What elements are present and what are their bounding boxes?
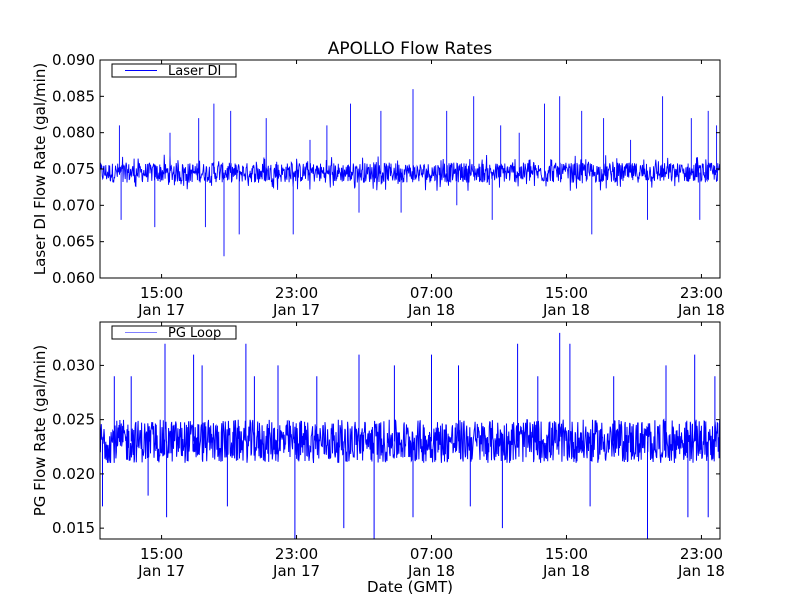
x-tick-date: Jan 18 bbox=[677, 301, 725, 319]
x-tick-date: Jan 17 bbox=[137, 562, 185, 580]
y-tick-label: 0.075 bbox=[52, 160, 95, 178]
y-tick-label: 0.025 bbox=[52, 411, 95, 429]
y-tick-label: 0.080 bbox=[52, 124, 95, 142]
legend-label: Laser DI bbox=[168, 64, 221, 79]
y-tick-label: 0.060 bbox=[52, 269, 95, 287]
chart-title: APOLLO Flow Rates bbox=[328, 39, 493, 59]
x-tick-time: 15:00 bbox=[140, 284, 183, 302]
legend-box bbox=[111, 325, 237, 340]
x-tick-time: 23:00 bbox=[275, 545, 318, 563]
legend-box bbox=[111, 63, 237, 78]
x-tick-date: Jan 18 bbox=[677, 562, 725, 580]
y-tick-label: 0.085 bbox=[52, 87, 95, 105]
y-tick-label: 0.065 bbox=[52, 233, 95, 251]
x-tick-date: Jan 17 bbox=[272, 301, 320, 319]
y-axis-label: Laser DI Flow Rate (gal/min) bbox=[31, 63, 49, 275]
x-tick-date: Jan 18 bbox=[542, 301, 590, 319]
x-tick-time: 07:00 bbox=[410, 545, 453, 563]
y-tick-label: 0.070 bbox=[52, 196, 95, 214]
subplot-1: 0.0600.0650.0700.0750.0800.0850.090Laser… bbox=[31, 51, 725, 319]
x-tick-date: Jan 18 bbox=[407, 562, 455, 580]
x-tick-date: Jan 17 bbox=[272, 562, 320, 580]
x-tick-time: 07:00 bbox=[410, 284, 453, 302]
x-tick-time: 23:00 bbox=[680, 284, 723, 302]
y-axis-label: PG Flow Rate (gal/min) bbox=[31, 345, 49, 517]
axes-frame bbox=[99, 321, 721, 540]
x-tick-time: 23:00 bbox=[275, 284, 318, 302]
x-tick-date: Jan 18 bbox=[542, 562, 590, 580]
x-tick-time: 15:00 bbox=[140, 545, 183, 563]
x-tick-time: 15:00 bbox=[545, 545, 588, 563]
x-tick-date: Jan 18 bbox=[407, 301, 455, 319]
x-tick-date: Jan 17 bbox=[137, 301, 185, 319]
y-tick-label: 0.030 bbox=[52, 356, 95, 374]
y-tick-label: 0.090 bbox=[52, 51, 95, 69]
legend-label: PG Loop bbox=[168, 326, 221, 341]
y-tick-label: 0.015 bbox=[52, 519, 95, 537]
legend: PG Loop bbox=[111, 325, 237, 341]
x-tick-time: 15:00 bbox=[545, 284, 588, 302]
legend: Laser DI bbox=[111, 63, 237, 79]
x-axis-label: Date (GMT) bbox=[367, 578, 453, 596]
y-tick-label: 0.020 bbox=[52, 465, 95, 483]
x-tick-time: 23:00 bbox=[680, 545, 723, 563]
series-line-1 bbox=[100, 89, 720, 257]
series-line-2 bbox=[100, 332, 720, 539]
